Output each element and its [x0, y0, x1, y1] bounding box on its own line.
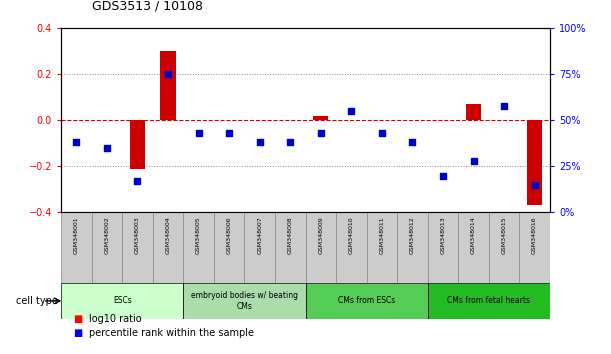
Bar — [275, 212, 306, 283]
Text: GSM348006: GSM348006 — [227, 216, 232, 253]
Point — [163, 72, 173, 77]
Bar — [183, 212, 214, 283]
Text: ■: ■ — [73, 328, 82, 338]
Point — [71, 139, 81, 145]
Point — [408, 139, 417, 145]
Text: GSM348012: GSM348012 — [410, 216, 415, 254]
Text: GSM348004: GSM348004 — [166, 216, 170, 254]
Text: CMs from ESCs: CMs from ESCs — [338, 296, 395, 306]
Point — [530, 182, 540, 188]
Bar — [306, 283, 428, 319]
Bar — [527, 120, 543, 205]
Bar — [306, 212, 336, 283]
Text: GSM348008: GSM348008 — [288, 216, 293, 253]
Point — [285, 139, 295, 145]
Text: GSM348016: GSM348016 — [532, 216, 537, 253]
Text: ■: ■ — [73, 314, 82, 324]
Bar — [466, 104, 481, 120]
Text: GSM348005: GSM348005 — [196, 216, 201, 253]
Bar — [244, 212, 275, 283]
Bar — [122, 212, 153, 283]
Text: GSM348014: GSM348014 — [471, 216, 476, 254]
Text: GSM348007: GSM348007 — [257, 216, 262, 254]
Bar — [336, 212, 367, 283]
Bar — [61, 212, 92, 283]
Bar — [313, 116, 329, 120]
Point — [255, 139, 265, 145]
Bar — [428, 212, 458, 283]
Point — [469, 158, 478, 164]
Point — [224, 130, 234, 136]
Bar — [130, 120, 145, 169]
Text: GSM348013: GSM348013 — [441, 216, 445, 254]
Text: percentile rank within the sample: percentile rank within the sample — [89, 328, 254, 338]
Text: GSM348009: GSM348009 — [318, 216, 323, 254]
Bar — [153, 212, 183, 283]
Point — [133, 178, 142, 184]
Point — [438, 173, 448, 178]
Bar — [458, 212, 489, 283]
Bar — [183, 283, 306, 319]
Bar — [160, 51, 176, 120]
Text: ESCs: ESCs — [113, 296, 131, 306]
Text: CMs from fetal hearts: CMs from fetal hearts — [447, 296, 530, 306]
Text: GSM348010: GSM348010 — [349, 216, 354, 253]
Text: GSM348001: GSM348001 — [74, 216, 79, 253]
Point — [499, 103, 509, 108]
Point — [316, 130, 326, 136]
Point — [346, 108, 356, 114]
Text: GSM348011: GSM348011 — [379, 216, 384, 253]
Text: GDS3513 / 10108: GDS3513 / 10108 — [92, 0, 203, 12]
Bar — [214, 212, 244, 283]
Bar — [367, 212, 397, 283]
Text: GSM348015: GSM348015 — [502, 216, 507, 253]
Point — [102, 145, 112, 151]
Text: GSM348003: GSM348003 — [135, 216, 140, 254]
Bar — [61, 283, 183, 319]
Bar — [397, 212, 428, 283]
Point — [377, 130, 387, 136]
Text: GSM348002: GSM348002 — [104, 216, 109, 254]
Bar — [428, 283, 550, 319]
Bar — [92, 212, 122, 283]
Text: embryoid bodies w/ beating
CMs: embryoid bodies w/ beating CMs — [191, 291, 298, 310]
Text: cell type: cell type — [16, 296, 58, 306]
Bar — [489, 212, 519, 283]
Bar — [519, 212, 550, 283]
Text: log10 ratio: log10 ratio — [89, 314, 141, 324]
Point — [194, 130, 203, 136]
